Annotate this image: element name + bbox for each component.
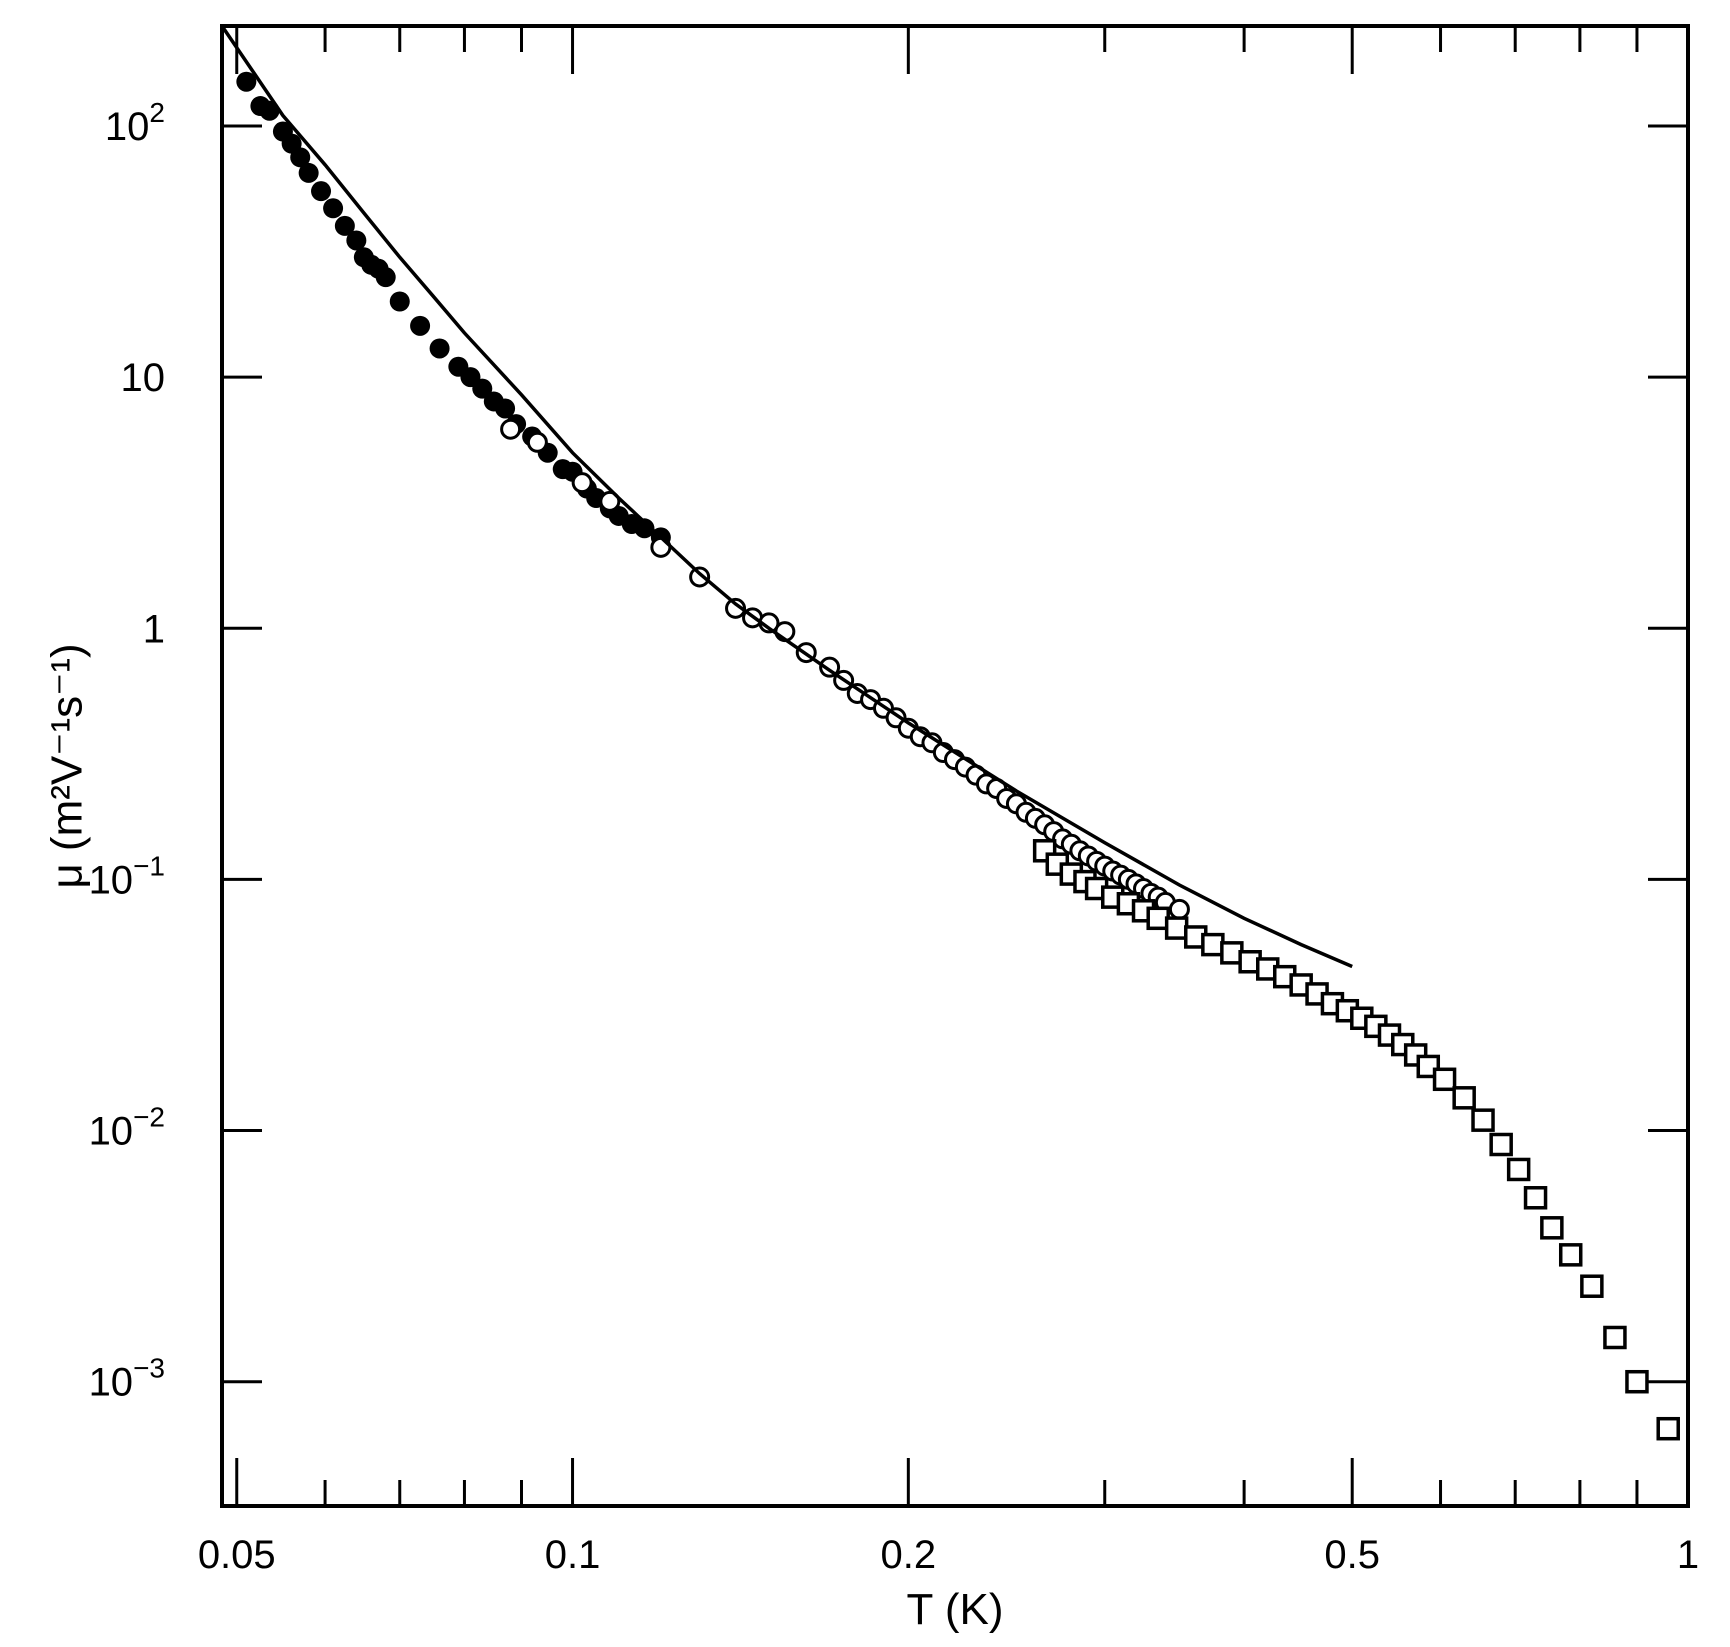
x-axis-title: T (K) [907, 1585, 1004, 1634]
filled-circle-point [290, 147, 311, 168]
y-tick-label: 10−3 [89, 1353, 165, 1405]
open-circle-point [689, 566, 711, 588]
y-tick-label: 102 [105, 97, 165, 149]
open-square-point [1432, 1067, 1457, 1092]
x-tick-label: 0.1 [545, 1533, 601, 1577]
open-square-point [1471, 1108, 1495, 1132]
y-axis-title: μ (m²V⁻¹s⁻¹) [43, 643, 92, 888]
open-square-point [1540, 1216, 1564, 1240]
open-circle-point [1168, 898, 1190, 920]
filled-circle-point [495, 398, 516, 419]
plot-frame [220, 24, 1690, 1508]
filled-circle-point [410, 315, 431, 336]
open-square-point [1506, 1157, 1531, 1182]
data-layer [220, 25, 1680, 1441]
fit-curve-line [220, 25, 1353, 969]
open-square-point [1625, 1369, 1649, 1394]
filled-circle-point [429, 338, 450, 359]
filled-circle-point [334, 215, 355, 236]
label-layer: 0.05 0.1 0.2 0.5 1 102 10 1 10−1 10−2 10−3 [89, 97, 1700, 1577]
open-circle-point [526, 431, 548, 453]
filled-circle-point [389, 291, 410, 312]
open-square-point [1656, 1416, 1680, 1441]
x-tick-label: 0.2 [881, 1533, 937, 1577]
filled-circle-point [472, 378, 493, 399]
open-square-point [1201, 932, 1225, 957]
x-tick-label: 0.05 [198, 1533, 276, 1577]
y-tick-label: 10−2 [89, 1102, 165, 1154]
open-square-point [1603, 1325, 1627, 1350]
filled-circle-point [375, 267, 396, 288]
x-tick-label: 1 [1677, 1533, 1699, 1577]
open-square-point [1523, 1186, 1548, 1210]
x-tick-label: 0.5 [1324, 1533, 1380, 1577]
open-square-point [1489, 1132, 1513, 1157]
filled-circle-point [323, 198, 344, 219]
y-tick-label: 1 [143, 607, 165, 651]
filled-circle-point [236, 71, 257, 92]
filled-circle-point [311, 181, 332, 202]
filled-circle-point [346, 230, 367, 251]
open-circle-point [500, 418, 522, 440]
tick-layer [222, 26, 1690, 1506]
open-square-point [1164, 916, 1189, 940]
open-square-point [1452, 1086, 1476, 1110]
open-square-point [1558, 1243, 1583, 1267]
y-tick-label: 10 [121, 356, 166, 400]
filled-circle-point [634, 518, 655, 539]
open-circle-point [599, 490, 621, 512]
y-tick-label: 10−1 [89, 850, 165, 902]
open-square-point [1580, 1274, 1604, 1298]
open-circle-point [571, 472, 593, 494]
filled-circle-point [298, 162, 319, 183]
